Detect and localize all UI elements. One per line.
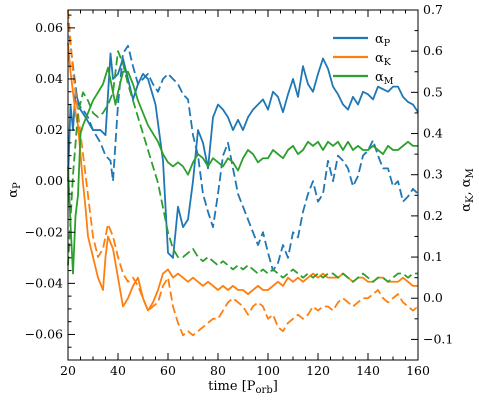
legend: αP αK αM [333, 32, 394, 87]
y-right-tick-label: 0.7 [423, 2, 443, 17]
y-left-tick-label: 0.06 [35, 20, 63, 35]
x-tick-label: 100 [256, 363, 280, 378]
y-left-tick-label: −0.06 [25, 326, 63, 341]
x-tick-label: 20 [60, 363, 76, 378]
y-right-tick-label: −0.1 [423, 331, 453, 346]
x-tick-label: 120 [306, 363, 330, 378]
y-left-tick-label: −0.02 [25, 224, 63, 239]
y-left-tick-label: 0.04 [35, 71, 63, 86]
legend-label: αP [375, 32, 391, 49]
legend-label: αK [375, 51, 392, 68]
legend-label: αM [375, 70, 394, 87]
series-alphaP_dashed [67, 22, 419, 272]
y-right-tick-label: 0.3 [423, 167, 443, 182]
series-alphaM_dashed [67, 50, 418, 283]
y-right-tick-label: 0.2 [423, 208, 443, 223]
y-right-tick-label: 0.0 [423, 290, 443, 305]
x-tick-label: 160 [406, 363, 430, 378]
x-tick-label: 40 [110, 363, 126, 378]
y-axis-right-title: αK, αM [459, 168, 476, 212]
y-right-tick-label: 0.1 [423, 249, 443, 264]
x-tick-label: 140 [356, 363, 380, 378]
y-left-tick-label: 0.02 [35, 122, 63, 137]
plot-frame [67, 9, 419, 361]
x-axis-title: time [Porb] [208, 379, 278, 396]
labels-layer: 20 40 60 80 100 120 140 160 −0.06 −0.04 −0.02 0.00 0… [25, 2, 454, 378]
series-alphaK_dashed [67, 9, 419, 337]
y-left-tick-label: 0.00 [35, 173, 63, 188]
series-alphaM_solid [67, 66, 418, 275]
y-right-tick-label: 0.5 [423, 84, 443, 99]
ticks-layer [67, 9, 419, 361]
x-tick-label: 60 [160, 363, 176, 378]
x-tick-label: 80 [210, 363, 226, 378]
y-axis-left-title: αP [6, 182, 23, 198]
series-layer [67, 9, 419, 337]
y-right-tick-label: 0.4 [423, 126, 443, 141]
y-right-tick-label: 0.6 [423, 43, 443, 58]
y-left-tick-label: −0.04 [25, 275, 63, 290]
